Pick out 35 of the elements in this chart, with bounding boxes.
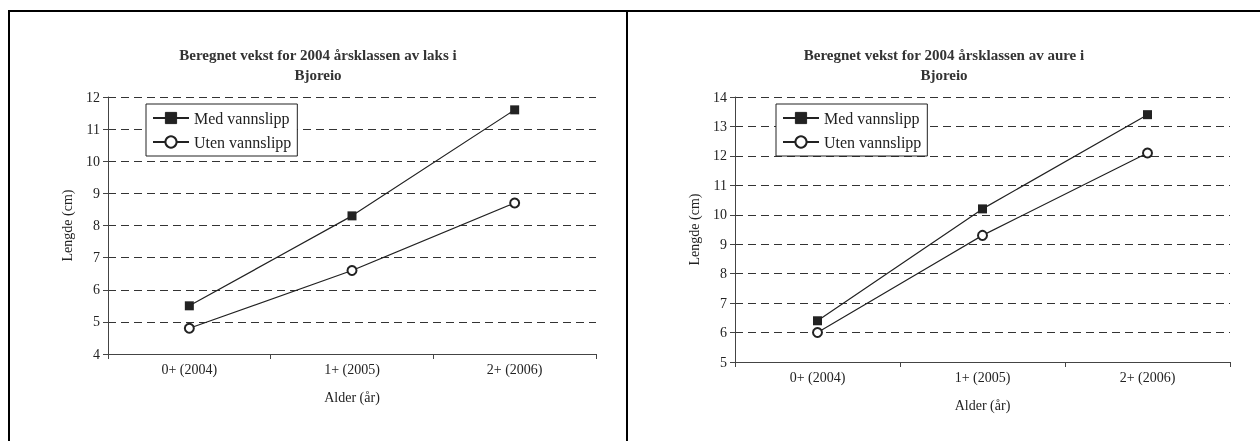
y-axis-title: Lengde (cm) — [59, 189, 76, 262]
y-tick-label: 7 — [93, 250, 100, 266]
x-tick-label: 0+ (2004) — [789, 369, 846, 386]
y-tick-label: 11 — [86, 121, 100, 137]
y-tick-label: 5 — [720, 354, 727, 370]
y-tick-label: 13 — [713, 118, 727, 134]
chart-title: Beregnet vekst for 2004 årsklassen av aure i Bjoreio — [803, 47, 1085, 83]
y-tick-label: 10 — [86, 153, 100, 169]
x-tick-label: 1+ (2005) — [954, 369, 1011, 386]
y-tick-label: 12 — [86, 89, 100, 105]
x-tick-label: 1+ (2005) — [324, 361, 381, 378]
chart-title: Beregnet vekst for 2004 årsklassen av laks i Bjoreio — [179, 47, 457, 83]
legend-label: Med vannslipp — [194, 109, 290, 128]
y-tick-label: 12 — [713, 148, 727, 164]
y-tick-label: 6 — [93, 282, 100, 298]
y-tick-label: 9 — [720, 236, 727, 252]
y-tick-label: 5 — [93, 314, 100, 330]
y-tick-label: 10 — [713, 207, 727, 223]
x-tick-label: 0+ (2004) — [161, 361, 218, 378]
y-tick-label: 7 — [720, 295, 727, 311]
legend-label: Uten vannslipp — [824, 133, 922, 152]
y-tick-label: 6 — [720, 325, 727, 341]
y-tick-label: 11 — [713, 177, 727, 193]
y-tick-label: 8 — [720, 266, 727, 282]
x-tick-label: 2+ (2006) — [486, 361, 543, 378]
legend-label: Med vannslipp — [824, 109, 920, 128]
x-axis-title: Alder (år) — [954, 397, 1011, 414]
y-tick-label: 14 — [713, 89, 727, 105]
x-tick-label: 2+ (2006) — [1119, 369, 1176, 386]
y-axis-title: Lengde (cm) — [686, 193, 703, 266]
legend-label: Uten vannslipp — [194, 133, 292, 152]
y-tick-label: 8 — [93, 218, 100, 233]
y-tick-label: 9 — [93, 185, 100, 201]
y-tick-label: 4 — [93, 346, 100, 362]
x-axis-title: Alder (år) — [324, 389, 381, 406]
